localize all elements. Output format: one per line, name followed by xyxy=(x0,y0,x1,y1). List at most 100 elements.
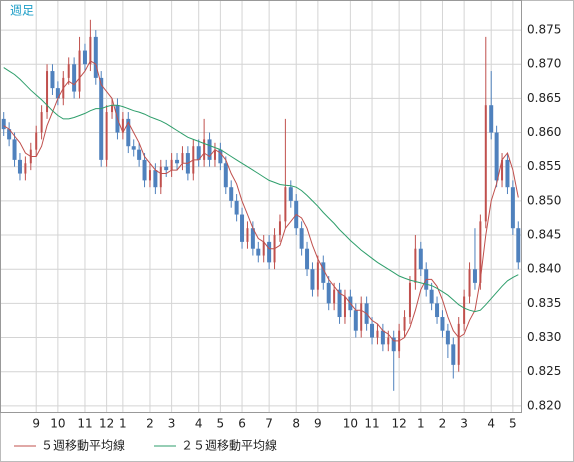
candle-body xyxy=(418,248,423,270)
candle-body xyxy=(516,228,521,263)
candle-body xyxy=(337,289,342,318)
candle-body xyxy=(78,50,81,92)
candle-body xyxy=(196,146,201,160)
x-tick-label: 8 xyxy=(292,417,300,431)
candle-body xyxy=(203,139,206,160)
chart-title: 週足 xyxy=(10,4,34,18)
candle-body xyxy=(159,166,162,188)
x-tick-label: 10 xyxy=(50,417,65,431)
candle-body xyxy=(246,228,249,242)
y-tick-label: 0.855 xyxy=(527,159,561,173)
candle-body xyxy=(148,170,151,181)
candle-body xyxy=(46,71,49,113)
candle-body xyxy=(89,36,92,65)
candle-body xyxy=(463,296,466,324)
candle-body xyxy=(35,132,38,150)
candle-body xyxy=(376,330,379,338)
candle-body xyxy=(501,159,504,181)
x-tick-label: 4 xyxy=(195,417,203,431)
candle-body xyxy=(489,105,494,133)
candle-body xyxy=(391,337,396,352)
candle-body xyxy=(457,323,460,365)
plot-border xyxy=(0,0,522,413)
x-tick-label: 1 xyxy=(119,417,127,431)
candle-body xyxy=(353,310,358,331)
candle-body xyxy=(213,149,216,160)
x-tick-label: 2 xyxy=(439,417,447,431)
y-tick-label: 0.865 xyxy=(527,91,561,105)
candle-body xyxy=(72,64,77,92)
x-tick-label: 5 xyxy=(509,417,517,431)
moving-average-line xyxy=(3,67,519,313)
candle-body xyxy=(262,241,265,256)
x-tick-label: 5 xyxy=(217,417,225,431)
candle-body xyxy=(1,118,6,130)
candle-body xyxy=(218,149,223,164)
candle-body xyxy=(316,262,319,290)
candle-body xyxy=(50,71,55,89)
x-tick-label: 2 xyxy=(146,417,154,431)
y-tick-label: 0.850 xyxy=(527,193,561,207)
candle-body xyxy=(181,153,184,164)
candle-body xyxy=(479,221,482,283)
x-tick-label: 9 xyxy=(32,417,40,431)
candle-body xyxy=(451,344,456,365)
candle-body xyxy=(326,282,331,304)
candle-body xyxy=(234,200,239,215)
x-tick-label: 7 xyxy=(265,417,273,431)
x-tick-label: 11 xyxy=(77,417,92,431)
candle-body xyxy=(223,163,228,188)
candle-body xyxy=(153,170,158,188)
candle-body xyxy=(7,129,12,140)
candle-body xyxy=(387,337,390,345)
candle-body xyxy=(403,317,406,331)
candle-body xyxy=(175,159,180,164)
legend-label: ５週移動平均線 xyxy=(41,438,125,453)
y-tick-label: 0.875 xyxy=(527,23,561,37)
candle-body xyxy=(131,146,136,150)
y-tick-label: 0.825 xyxy=(527,364,561,378)
candle-body xyxy=(288,187,293,201)
candle-body xyxy=(429,289,434,304)
y-tick-label: 0.820 xyxy=(527,398,561,412)
legend-label: ２５週移動平均線 xyxy=(181,438,277,453)
candle-body xyxy=(310,269,315,290)
candle-body xyxy=(435,303,440,318)
candle-body xyxy=(229,187,234,201)
candle-body xyxy=(55,88,60,99)
candle-body xyxy=(484,105,487,222)
candle-body xyxy=(472,269,477,283)
candle-body xyxy=(321,262,326,283)
candle-body xyxy=(299,228,304,249)
y-tick-label: 0.860 xyxy=(527,125,561,139)
x-tick-label: 11 xyxy=(364,417,379,431)
x-tick-label: 1 xyxy=(417,417,425,431)
candle-body xyxy=(494,132,499,181)
candle-body xyxy=(170,159,173,171)
candle-body xyxy=(82,50,87,65)
candle-body xyxy=(468,269,471,297)
candle-body xyxy=(67,64,70,78)
candle-body xyxy=(305,248,310,270)
x-tick-label: 12 xyxy=(391,417,406,431)
y-tick-label: 0.870 xyxy=(527,57,561,71)
candle-body xyxy=(360,303,363,331)
candle-body xyxy=(343,296,346,318)
candle-body xyxy=(414,248,417,283)
x-tick-label: 10 xyxy=(343,417,358,431)
candle-body xyxy=(93,36,98,78)
candle-body xyxy=(440,317,445,331)
candle-body xyxy=(164,166,169,171)
candle-body xyxy=(510,187,515,229)
candle-body xyxy=(240,214,245,242)
legend: ５週移動平均線 ２５週移動平均線 xyxy=(14,438,277,453)
x-tick-label: 4 xyxy=(487,417,495,431)
candle-body xyxy=(380,330,385,345)
candle-body xyxy=(284,187,287,222)
candle-body xyxy=(121,118,124,133)
candle-body xyxy=(408,282,411,318)
candle-body xyxy=(126,118,131,147)
x-tick-label: 3 xyxy=(460,417,468,431)
